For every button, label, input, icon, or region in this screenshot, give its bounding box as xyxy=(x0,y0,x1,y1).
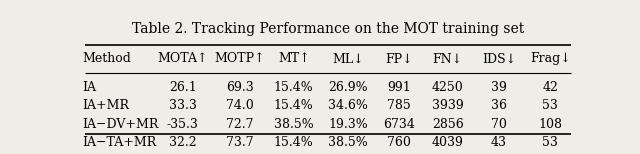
Text: 73.7: 73.7 xyxy=(226,136,253,149)
Text: 74.0: 74.0 xyxy=(226,99,253,112)
Text: 19.3%: 19.3% xyxy=(328,118,368,131)
Text: 36: 36 xyxy=(491,99,507,112)
Text: 15.4%: 15.4% xyxy=(274,136,314,149)
Text: Method: Method xyxy=(83,52,131,65)
Text: 38.5%: 38.5% xyxy=(274,118,314,131)
Text: Table 2. Tracking Performance on the MOT training set: Table 2. Tracking Performance on the MOT… xyxy=(132,22,524,36)
Text: Frag↓: Frag↓ xyxy=(530,52,571,65)
Text: ML↓: ML↓ xyxy=(332,52,364,65)
Text: IA−DV+MR: IA−DV+MR xyxy=(83,118,159,131)
Text: 33.3: 33.3 xyxy=(169,99,196,112)
Text: MOTA↑: MOTA↑ xyxy=(157,52,208,65)
Text: 39: 39 xyxy=(491,81,507,94)
Text: MOTP↑: MOTP↑ xyxy=(214,52,265,65)
Text: 32.2: 32.2 xyxy=(169,136,196,149)
Text: 760: 760 xyxy=(387,136,412,149)
Text: 15.4%: 15.4% xyxy=(274,99,314,112)
Text: 43: 43 xyxy=(491,136,507,149)
Text: 72.7: 72.7 xyxy=(226,118,253,131)
Text: 4250: 4250 xyxy=(432,81,463,94)
Text: 70: 70 xyxy=(491,118,507,131)
Text: 38.5%: 38.5% xyxy=(328,136,368,149)
Text: 4039: 4039 xyxy=(432,136,463,149)
Text: 3939: 3939 xyxy=(432,99,463,112)
Text: IA: IA xyxy=(83,81,97,94)
Text: IDS↓: IDS↓ xyxy=(482,52,516,65)
Text: 53: 53 xyxy=(543,99,558,112)
Text: 26.1: 26.1 xyxy=(169,81,196,94)
Text: FN↓: FN↓ xyxy=(433,52,463,65)
Text: FP↓: FP↓ xyxy=(385,52,413,65)
Text: 108: 108 xyxy=(538,118,563,131)
Text: 785: 785 xyxy=(387,99,411,112)
Text: 34.6%: 34.6% xyxy=(328,99,368,112)
Text: 53: 53 xyxy=(543,136,558,149)
Text: 2856: 2856 xyxy=(432,118,463,131)
Text: IA+MR: IA+MR xyxy=(83,99,129,112)
Text: 15.4%: 15.4% xyxy=(274,81,314,94)
Text: 6734: 6734 xyxy=(383,118,415,131)
Text: 69.3: 69.3 xyxy=(226,81,253,94)
Text: 26.9%: 26.9% xyxy=(328,81,368,94)
Text: MT↑: MT↑ xyxy=(278,52,310,65)
Text: 42: 42 xyxy=(543,81,558,94)
Text: IA−TA+MR: IA−TA+MR xyxy=(83,136,157,149)
Text: 991: 991 xyxy=(387,81,411,94)
Text: -35.3: -35.3 xyxy=(166,118,198,131)
